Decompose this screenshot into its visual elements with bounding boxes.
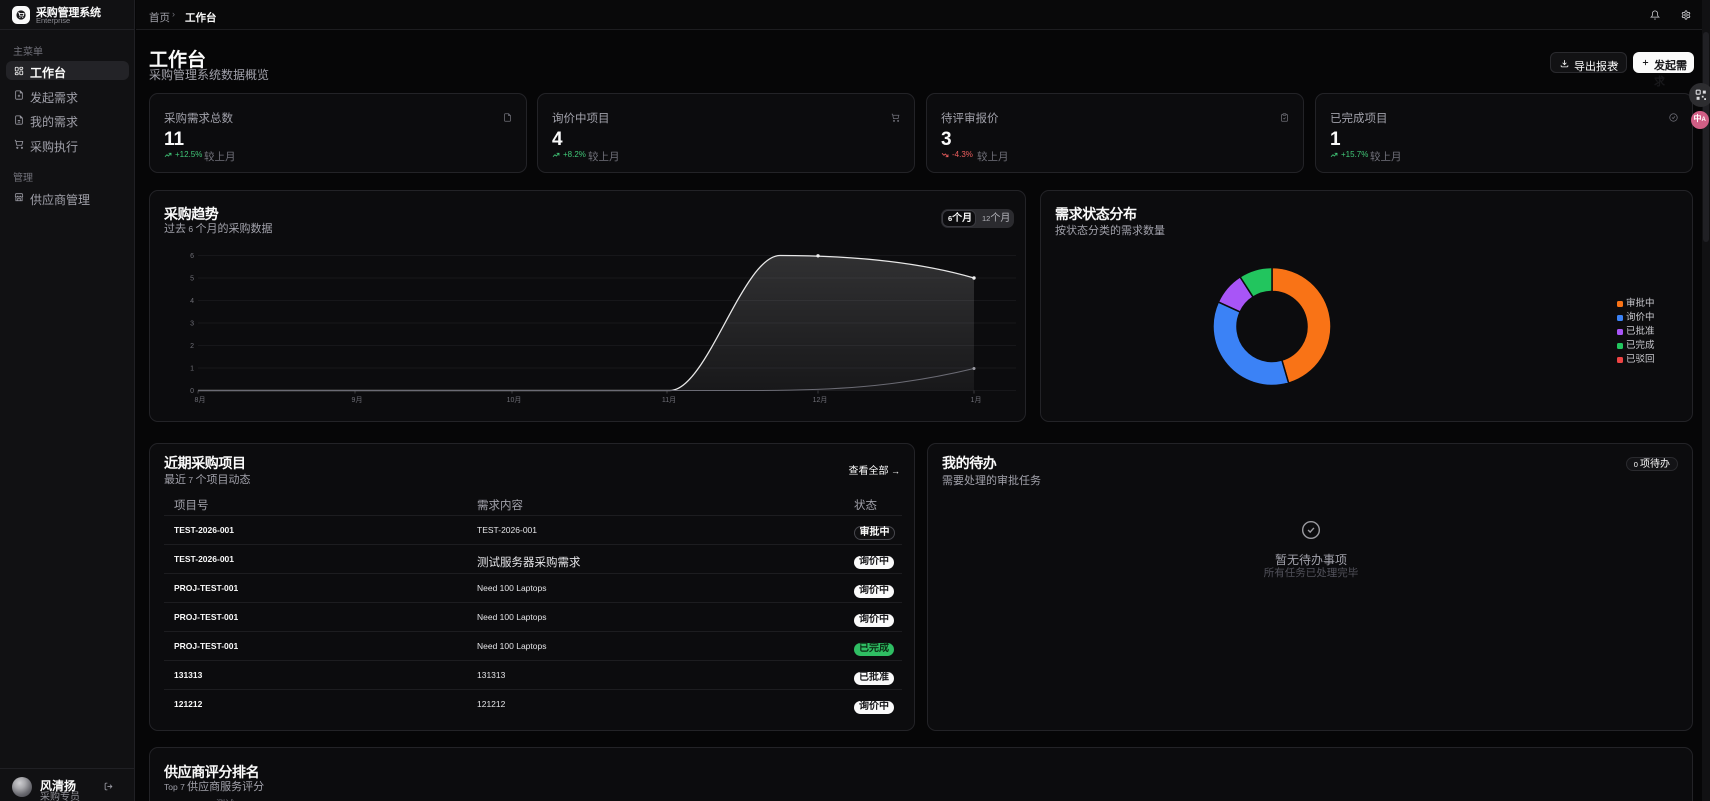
svg-text:12月: 12月 [813, 396, 828, 404]
svg-text:5: 5 [190, 276, 194, 283]
svg-text:0: 0 [190, 388, 194, 395]
svg-text:10月: 10月 [507, 396, 522, 404]
svg-text:4: 4 [190, 298, 194, 305]
svg-text:1: 1 [190, 366, 194, 373]
svg-text:6: 6 [190, 253, 194, 260]
svg-text:9月: 9月 [352, 396, 363, 404]
svg-text:1月: 1月 [971, 396, 982, 404]
svg-text:2: 2 [190, 343, 194, 350]
svg-text:11月: 11月 [662, 396, 676, 404]
svg-text:8月: 8月 [195, 396, 206, 404]
svg-text:3: 3 [190, 321, 194, 328]
